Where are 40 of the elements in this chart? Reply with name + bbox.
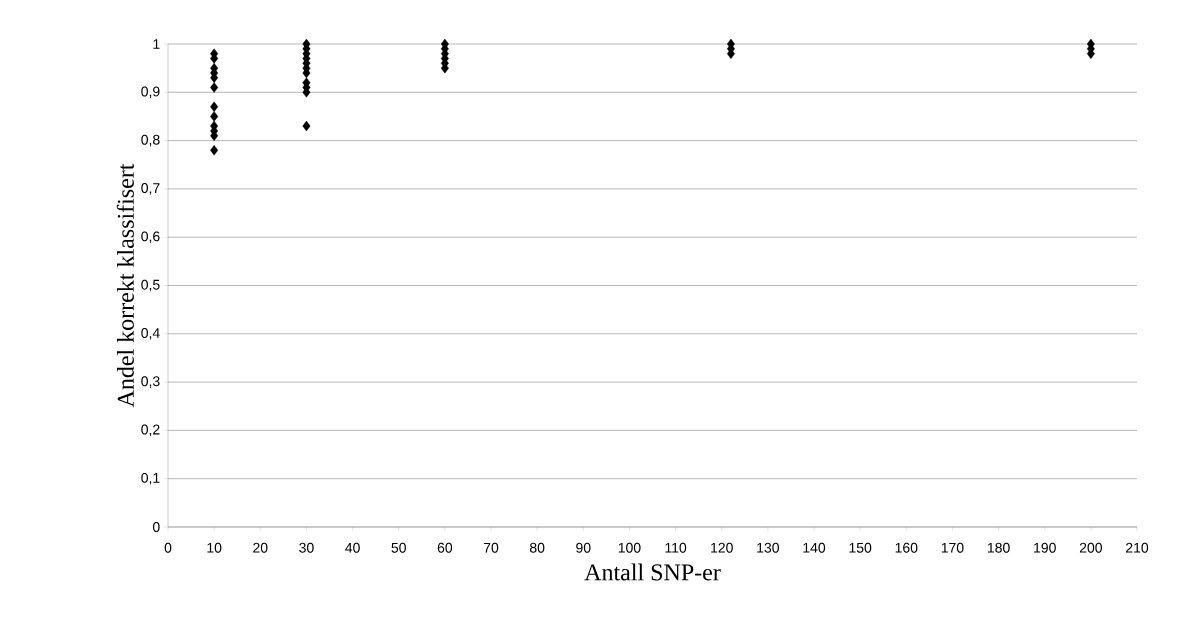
x-tick-label: 40 [345,542,360,553]
y-tick-label: 0 [152,522,160,532]
y-tick-label: 0,1 [141,472,160,485]
point [210,145,219,156]
x-tick-label: 200 [1079,542,1102,553]
point [210,101,219,112]
x-tick-label: 80 [529,542,545,553]
y-tick-label: 0,3 [141,376,160,388]
x-tick-label: 180 [987,542,1010,553]
x-axis-title: Antall SNP-er [584,563,721,581]
y-tick-label: 0,7 [141,183,160,195]
y-axis-title: Andel korrekt klassifisert [116,163,134,408]
y-tick-label: 0,2 [141,424,160,437]
y-tick-label: 0,8 [141,134,160,147]
point [210,111,219,122]
x-tick-label: 150 [849,542,872,553]
y-tick-label: 0,5 [141,279,160,292]
y-tick-label: 0,9 [141,86,160,99]
x-tick-label: 100 [618,542,641,553]
x-tick-label: 30 [299,542,314,553]
x-tick-label: 10 [207,542,222,553]
x-tick-label: 50 [391,542,406,553]
x-tick-label: 190 [1034,542,1056,553]
x-tick-label: 0 [164,542,172,553]
x-tick-label: 110 [665,542,687,553]
x-tick-label: 120 [711,542,733,553]
y-tick-label: 1 [153,39,160,49]
x-tick-label: 140 [803,542,826,553]
point [210,82,219,93]
y-tick-label: 0,6 [141,231,160,243]
x-tick-label: 210 [1126,542,1149,553]
x-tick-label: 170 [941,542,964,553]
x-tick-label: 20 [253,542,268,553]
x-tick-label: 70 [483,542,499,553]
point [302,120,311,132]
x-tick-label: 160 [895,542,918,553]
x-tick-label: 60 [437,542,453,553]
x-tick-label: 130 [757,542,779,553]
x-tick-label: 90 [576,542,591,553]
y-tick-label: 0,4 [141,328,160,340]
